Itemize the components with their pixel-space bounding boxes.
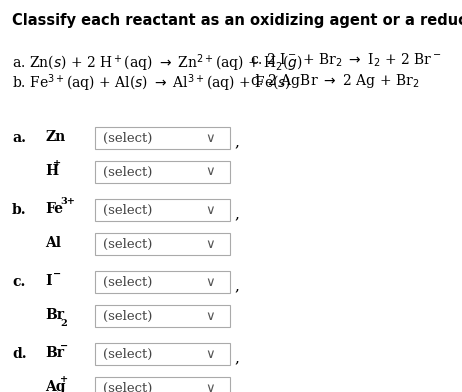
Text: c.: c. — [12, 275, 25, 289]
Text: 3+: 3+ — [60, 198, 75, 207]
Text: ∨: ∨ — [205, 347, 215, 361]
FancyBboxPatch shape — [95, 233, 230, 255]
Text: ,: , — [234, 135, 239, 149]
FancyBboxPatch shape — [95, 377, 230, 392]
Text: ∨: ∨ — [205, 238, 215, 250]
Text: d.: d. — [12, 347, 27, 361]
Text: a.: a. — [12, 131, 26, 145]
Text: ∨: ∨ — [205, 310, 215, 323]
Text: ,: , — [234, 279, 239, 293]
Text: ,: , — [234, 207, 239, 221]
Text: c. 2 I$^-$ + Br$_2$ $\rightarrow$ I$_2$ + 2 Br$^-$: c. 2 I$^-$ + Br$_2$ $\rightarrow$ I$_2$ … — [250, 52, 442, 69]
Text: (select): (select) — [103, 276, 152, 289]
Text: (select): (select) — [103, 165, 152, 178]
Text: 2: 2 — [60, 319, 67, 327]
Text: (select): (select) — [103, 310, 152, 323]
Text: (select): (select) — [103, 347, 152, 361]
Text: Al: Al — [45, 236, 61, 250]
Text: ∨: ∨ — [205, 131, 215, 145]
Text: −: − — [60, 341, 68, 350]
Text: Fe: Fe — [45, 202, 63, 216]
Text: (select): (select) — [103, 238, 152, 250]
Text: d. 2 AgBr $\rightarrow$ 2 Ag + Br$_2$: d. 2 AgBr $\rightarrow$ 2 Ag + Br$_2$ — [250, 72, 419, 90]
Text: H: H — [45, 164, 58, 178]
Text: +: + — [60, 376, 68, 385]
Text: b.: b. — [12, 203, 27, 217]
Text: I: I — [45, 274, 52, 288]
Text: −: − — [53, 270, 61, 278]
FancyBboxPatch shape — [95, 343, 230, 365]
Text: ∨: ∨ — [205, 276, 215, 289]
Text: ,: , — [234, 351, 239, 365]
FancyBboxPatch shape — [95, 127, 230, 149]
FancyBboxPatch shape — [95, 271, 230, 293]
Text: +: + — [53, 160, 61, 169]
Text: (select): (select) — [103, 381, 152, 392]
FancyBboxPatch shape — [95, 199, 230, 221]
Text: ∨: ∨ — [205, 203, 215, 216]
Text: (select): (select) — [103, 203, 152, 216]
Text: (select): (select) — [103, 131, 152, 145]
Text: a. Zn($s$) + 2 H$^+$(aq) $\rightarrow$ Zn$^{2+}$(aq) + H$_2$($g$): a. Zn($s$) + 2 H$^+$(aq) $\rightarrow$ Z… — [12, 52, 303, 74]
FancyBboxPatch shape — [95, 305, 230, 327]
Text: ∨: ∨ — [205, 381, 215, 392]
Text: Ag: Ag — [45, 380, 66, 392]
Text: Zn: Zn — [45, 130, 65, 144]
Text: b. Fe$^{3+}$(aq) + Al($s$) $\rightarrow$ Al$^{3+}$(aq) + Fe($s$): b. Fe$^{3+}$(aq) + Al($s$) $\rightarrow$… — [12, 72, 291, 94]
Text: Classify each reactant as an oxidizing agent or a reducing agent.: Classify each reactant as an oxidizing a… — [12, 13, 462, 28]
Text: Br: Br — [45, 346, 64, 360]
Text: Br: Br — [45, 308, 64, 322]
FancyBboxPatch shape — [95, 161, 230, 183]
Text: ∨: ∨ — [205, 165, 215, 178]
